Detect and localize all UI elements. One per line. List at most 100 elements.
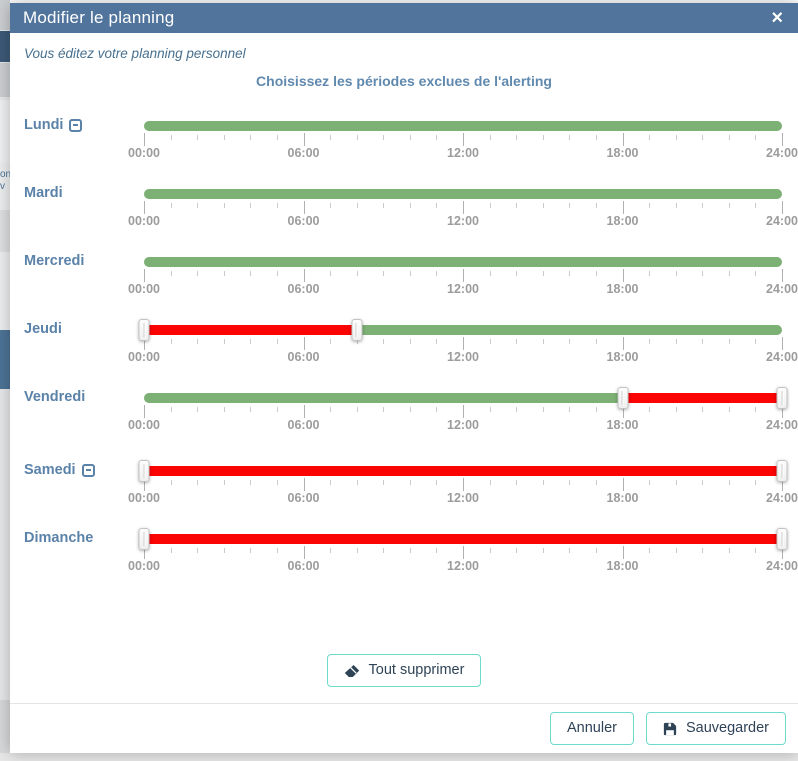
tick: [170, 135, 172, 140]
slider-track[interactable]: [138, 319, 782, 341]
tick: [383, 548, 385, 553]
tick: [755, 203, 757, 208]
tick: [170, 407, 172, 412]
day-row: Samedi 00:00 06:00 12:00 18:00 24:00: [24, 460, 798, 506]
tick: [463, 546, 464, 559]
tick: [409, 480, 411, 485]
tick: [223, 271, 225, 276]
tick: [276, 339, 278, 344]
tick: [383, 135, 385, 140]
tick-labels: 00:00 06:00 12:00 18:00 24:00: [128, 282, 798, 296]
tick: [330, 339, 332, 344]
edit-planning-modal: Modifier le planning × Vous éditez votre…: [10, 3, 798, 753]
day-label: Lundi: [24, 117, 64, 133]
tick: [250, 135, 252, 140]
tick: [702, 203, 704, 208]
day-label-wrap: Lundi: [24, 117, 138, 133]
slider-segment-included: [144, 257, 782, 267]
tick: [782, 269, 783, 282]
tick: [330, 271, 332, 276]
save-button[interactable]: Sauvegarder: [645, 712, 786, 745]
tick: [144, 133, 145, 146]
tick: [622, 546, 624, 559]
background-text-fragment: on v: [0, 163, 10, 210]
tick: [250, 203, 252, 208]
slider-track[interactable]: [138, 528, 788, 550]
tick: [702, 271, 704, 276]
day-rows: Lundi 00:00 06:00 12:00 18:00 24:00 Mardi 00:00…: [10, 117, 798, 602]
tick: [144, 337, 145, 350]
slider-handle[interactable]: [776, 460, 788, 482]
slider-handle[interactable]: [138, 319, 150, 341]
tick-marks: [144, 335, 783, 350]
tick: [383, 480, 385, 485]
tick-label: 06:00: [287, 350, 320, 364]
tick: [223, 203, 225, 208]
tick: [595, 135, 597, 140]
collapse-day-icon[interactable]: [81, 463, 95, 477]
day-row: Vendredi 00:00 06:00 12:00 18:00 24:00: [24, 387, 798, 433]
tick: [516, 135, 518, 140]
tick-label: 12:00: [447, 418, 479, 432]
tick: [144, 269, 145, 282]
tick: [782, 201, 783, 214]
modal-title: Modifier le planning: [23, 8, 175, 27]
tick: [223, 480, 225, 485]
section-heading: Choisissez les périodes exclues de l'ale…: [256, 73, 552, 89]
tick-marks: [144, 544, 783, 559]
tick: [595, 339, 597, 344]
tick: [409, 203, 411, 208]
save-icon: [663, 722, 677, 735]
clear-all-button[interactable]: Tout supprimer: [326, 654, 482, 687]
tick: [782, 405, 783, 418]
slider-segment-excluded: [622, 393, 782, 403]
tick: [595, 271, 597, 276]
slider-track[interactable]: [144, 121, 782, 131]
collapse-day-icon[interactable]: [69, 118, 83, 132]
slider-track[interactable]: [138, 460, 788, 482]
slider-handle[interactable]: [138, 528, 150, 550]
day-label-wrap: Samedi: [24, 462, 138, 478]
tick-marks: [144, 476, 783, 491]
tick: [489, 135, 491, 140]
slider-handle[interactable]: [776, 528, 788, 550]
close-icon[interactable]: ×: [771, 7, 783, 29]
tick-label: 12:00: [447, 491, 479, 505]
slider-handle[interactable]: [776, 387, 788, 409]
tick-label: 00:00: [128, 214, 160, 228]
tick-marks: [144, 403, 783, 418]
day-row: Mardi 00:00 06:00 12:00 18:00 24:00: [24, 185, 798, 229]
slider-track[interactable]: [144, 189, 782, 199]
slider-handle[interactable]: [617, 387, 628, 409]
slider-handle[interactable]: [138, 460, 150, 482]
tick: [330, 203, 332, 208]
cancel-button[interactable]: Annuler: [549, 712, 634, 745]
day-label: Mercredi: [24, 253, 85, 269]
tick: [223, 548, 225, 553]
slider-track[interactable]: [144, 257, 782, 267]
tick: [463, 201, 464, 214]
tick: [702, 480, 704, 485]
tick: [303, 405, 305, 418]
slider-handle[interactable]: [351, 319, 363, 341]
tick: [516, 203, 518, 208]
background-band: [0, 0, 10, 30]
slider-bar: [144, 466, 782, 476]
tick-label: 12:00: [447, 282, 479, 296]
tick: [622, 337, 624, 350]
slider-track[interactable]: [144, 387, 788, 409]
tick: [276, 407, 278, 412]
tick: [436, 271, 438, 276]
background-selected-row-sliver: [0, 330, 10, 389]
tick: [436, 548, 438, 553]
background-text-fragment: on: [0, 169, 10, 180]
tick: [144, 201, 145, 214]
tick-label: 12:00: [447, 350, 479, 364]
tick-label: 24:00: [766, 146, 798, 160]
tick: [197, 339, 199, 344]
tick-labels: 00:00 06:00 12:00 18:00 24:00: [128, 146, 798, 160]
tick: [463, 478, 464, 491]
tick: [276, 135, 278, 140]
day-label: Mardi: [24, 185, 63, 201]
slider-bar: [144, 257, 782, 267]
